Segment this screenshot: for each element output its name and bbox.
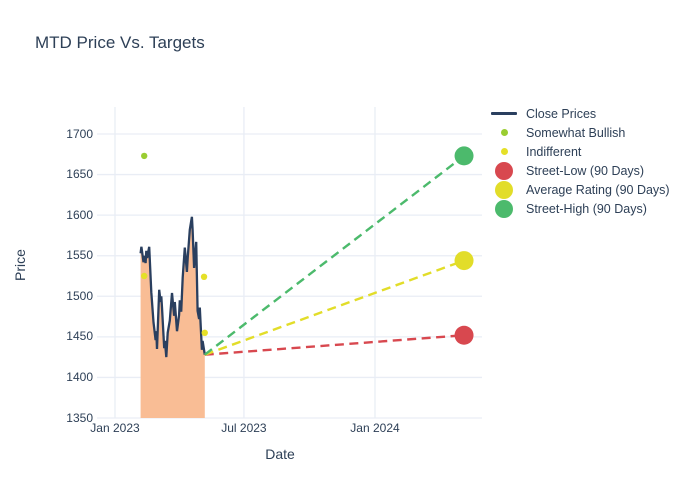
legend-item-label: Street-Low (90 Days) [526, 163, 645, 178]
y-tick-label: 1650 [66, 167, 93, 182]
y-tick-label: 1350 [66, 410, 93, 425]
street-low-legend-icon [488, 161, 520, 180]
legend-item-average-rating[interactable]: Average Rating (90 Days) [488, 180, 670, 199]
indifferent-dot [200, 273, 208, 281]
street-high-marker [454, 146, 474, 166]
circle-swatch [495, 161, 513, 180]
legend-item-street-high[interactable]: Street-High (90 Days) [488, 199, 670, 218]
y-tick-label: 1600 [66, 207, 93, 222]
dot-swatch [500, 148, 508, 155]
y-tick-label: 1450 [66, 329, 93, 344]
legend: Close Prices Somewhat Bullish Indifferent S… [488, 104, 670, 218]
x-axis-title: Date [265, 446, 295, 462]
x-tick-label: Jan 2023 [90, 421, 140, 435]
legend-item-label: Somewhat Bullish [526, 125, 626, 140]
legend-item-label: Street-High (90 Days) [526, 201, 647, 216]
close-prices-line [139, 216, 206, 358]
line-swatch [491, 112, 517, 115]
y-tick-label: 1400 [66, 369, 93, 384]
average-rating-marker [454, 251, 474, 271]
indifferent-legend-icon [488, 148, 520, 155]
legend-item-somewhat-bullish[interactable]: Somewhat Bullish [488, 123, 670, 142]
close-line-legend-icon [488, 112, 520, 115]
close-prices-area [140, 216, 205, 418]
average-rating-projection-line [204, 259, 465, 356]
indifferent-dot [201, 329, 208, 336]
dot-swatch [500, 129, 508, 136]
y-tick-label: 1500 [66, 288, 93, 303]
somewhat-bullish-legend-icon [488, 129, 520, 136]
circle-swatch [495, 180, 513, 199]
somewhat-bullish-dot [141, 152, 148, 160]
average-rating-legend-icon [488, 180, 520, 199]
legend-item-indifferent[interactable]: Indifferent [488, 142, 670, 161]
chart-title: MTD Price Vs. Targets [35, 33, 205, 52]
y-tick-label: 1700 [66, 126, 93, 141]
legend-item-label: Close Prices [526, 106, 597, 121]
x-tick-label: Jul 2023 [221, 421, 267, 435]
street-low-marker [454, 325, 474, 345]
street-high-projection-line [204, 154, 465, 356]
circle-swatch [495, 199, 513, 218]
y-tick-label: 1550 [66, 248, 93, 263]
indifferent-dot [141, 272, 148, 280]
legend-item-street-low[interactable]: Street-Low (90 Days) [488, 161, 670, 180]
legend-item-close-line[interactable]: Close Prices [488, 104, 670, 123]
legend-item-label: Indifferent [526, 144, 582, 159]
x-tick-label: Jan 2024 [350, 421, 400, 435]
street-high-legend-icon [488, 199, 520, 218]
legend-item-label: Average Rating (90 Days) [526, 182, 670, 197]
y-axis-title: Price [12, 249, 28, 281]
